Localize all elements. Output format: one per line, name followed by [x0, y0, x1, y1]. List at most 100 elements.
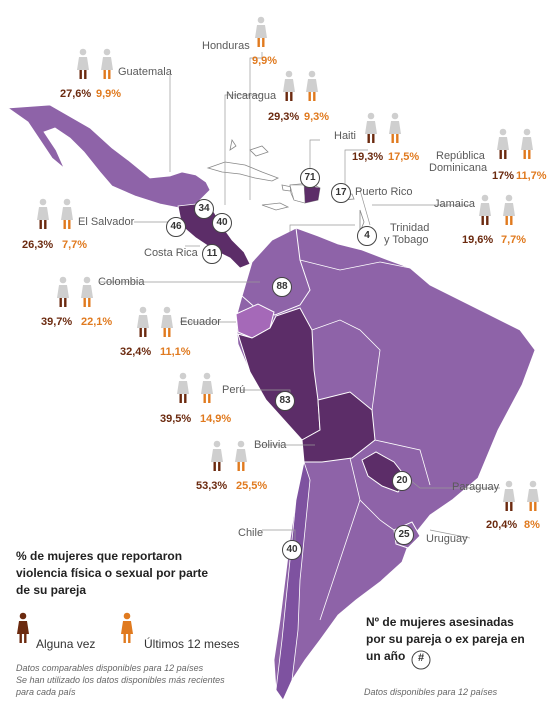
pct-last12-guatemala: 9,9%	[96, 88, 122, 100]
country-name-rep-dom-2: Dominicana	[429, 162, 488, 174]
country-name-el-salvador: El Salvador	[78, 216, 135, 228]
country-name-nicaragua: Nicaragua	[226, 90, 277, 102]
figure-rep-dom-last12	[521, 128, 533, 159]
figure-paraguay-ever	[503, 480, 515, 511]
figure-jamaica-ever-wrap	[478, 194, 492, 226]
figure-rep-dom-ever	[497, 128, 509, 159]
pct-ever-haiti: 19,3%	[352, 151, 384, 163]
figure-nicaragua-last12	[306, 70, 318, 101]
figure-paraguay-last12	[527, 480, 539, 511]
figure-haiti-last12-wrap	[388, 112, 402, 144]
figure-peru-last12	[201, 372, 213, 403]
figure-bolivia-ever-wrap	[210, 440, 224, 472]
label-uruguay: Uruguay	[426, 533, 468, 545]
bolivia-shape	[301, 391, 376, 463]
figure-ecuador-ever-wrap	[136, 306, 150, 338]
figure-ecuador-last12-wrap	[160, 306, 174, 338]
label-puerto-rico: Puerto Rico	[355, 186, 413, 198]
legend2-symbol: #	[417, 652, 425, 664]
figure-ecuador-last12	[161, 306, 173, 337]
country-name-ecuador: Ecuador	[180, 316, 221, 328]
figure-guatemala-ever-wrap	[76, 48, 90, 80]
figure-ecuador-ever	[137, 306, 149, 337]
badge-honduras: 40	[212, 213, 232, 233]
label-costa-rica: Costa Rica	[144, 247, 198, 259]
legend-figure-ever-wrap	[16, 612, 30, 644]
figure-bolivia-ever	[211, 440, 223, 471]
label-trinidad-2: y Tobago	[384, 234, 429, 246]
badge-costa-rica: 11	[202, 244, 222, 264]
figure-bolivia-last12	[235, 440, 247, 471]
colombia-shape	[241, 227, 311, 316]
badge-peru: 83	[275, 391, 295, 411]
figure-el-salvador-ever-wrap	[36, 198, 50, 230]
pct-last12-peru: 14,9%	[200, 413, 232, 425]
country-name-guatemala: Guatemala	[118, 66, 172, 78]
figure-colombia-ever-wrap	[56, 276, 70, 308]
badge-guatemala: 34	[194, 199, 214, 219]
pct-ever-peru: 39,5%	[160, 413, 192, 425]
badge-paraguay: 20	[392, 471, 412, 491]
figure-nicaragua-ever	[283, 70, 295, 101]
pct-ever-el-salvador: 26,3%	[22, 239, 54, 251]
pct-ever-guatemala: 27,6%	[60, 88, 92, 100]
badge-trinidad: 4	[357, 226, 377, 246]
badge-el-salvador: 46	[166, 217, 186, 237]
legend-title-line1: % de mujeres que reportaron	[16, 549, 183, 563]
pct-ever-bolivia: 53,3%	[196, 480, 228, 492]
figure-rep-dom-last12-wrap	[520, 128, 534, 160]
pct-last12-el-salvador: 7,7%	[62, 239, 88, 251]
pct-ever-ecuador: 32,4%	[120, 346, 152, 358]
dominican-republic-shape	[304, 185, 320, 203]
legend-note-1: Datos comparables disponibles para 12 pa…	[16, 663, 204, 673]
figure-haiti-ever	[365, 112, 377, 143]
figure-nicaragua-last12-wrap	[305, 70, 319, 102]
label-trinidad-1: Trinidad	[390, 222, 430, 234]
pct-ever-paraguay: 20,4%	[486, 519, 518, 531]
figure-paraguay-last12-wrap	[526, 480, 540, 512]
mexico-shape	[6, 104, 211, 209]
figure-jamaica-last12	[503, 194, 515, 225]
figure-colombia-ever	[57, 276, 69, 307]
figure-paraguay-ever-wrap	[502, 480, 516, 512]
figure-peru-ever-wrap	[176, 372, 190, 404]
pct-last12-colombia: 22,1%	[81, 316, 113, 328]
legend-note-3: para cada país	[16, 687, 76, 697]
pct-last12-ecuador: 11,1%	[160, 346, 191, 358]
legend-last12-label: Últimos 12 meses	[144, 637, 240, 651]
legend-ever-label: Alguna vez	[36, 637, 96, 651]
figure-nicaragua-ever-wrap	[282, 70, 296, 102]
figure-el-salvador-last12-wrap	[60, 198, 74, 230]
pct-last12-jamaica: 7,7%	[501, 234, 527, 246]
badge-uruguay: 25	[394, 525, 414, 545]
figure-bolivia-last12-wrap	[234, 440, 248, 472]
figure-guatemala-last12-wrap	[100, 48, 114, 80]
country-name-jamaica: Jamaica	[434, 198, 475, 210]
pct-ever-rep-dom: 17%	[492, 170, 515, 182]
pct-ever-nicaragua: 29,3%	[268, 111, 300, 123]
country-name-paraguay: Paraguay	[452, 481, 500, 493]
legend-symbol-badge	[411, 650, 431, 670]
chile-shape	[275, 460, 311, 701]
figure-honduras-last12-wrap	[254, 16, 268, 48]
figure-jamaica-last12-wrap	[502, 194, 516, 226]
figure-el-salvador-last12	[61, 198, 73, 229]
leader-lines	[100, 52, 500, 550]
country-name-rep-dom-1: República	[436, 150, 485, 162]
legend2-title-line1: Nº de mujeres asesinadas	[366, 615, 514, 629]
pct-last12-haiti: 17,5%	[388, 151, 420, 163]
borders	[299, 259, 431, 621]
figure-peru-ever	[177, 372, 189, 403]
figure-colombia-last12	[81, 276, 93, 307]
figure-haiti-last12	[389, 112, 401, 143]
legend-figure-ever	[17, 612, 29, 643]
badge-colombia: 88	[272, 277, 292, 297]
pct-ever-colombia: 39,7%	[41, 316, 73, 328]
haiti-shape	[289, 184, 306, 204]
country-name-bolivia: Bolivia	[254, 439, 287, 451]
badge-chile: 40	[282, 540, 302, 560]
country-name-honduras: Honduras	[202, 40, 250, 52]
country-name-colombia: Colombia	[98, 276, 145, 288]
legend2-title-line2: por su pareja o ex pareja en	[366, 632, 525, 646]
